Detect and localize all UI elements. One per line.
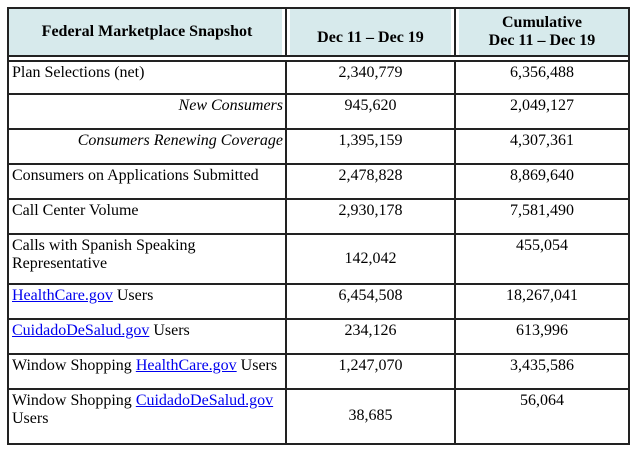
cumulative-value-cell: 56,064 [456,390,630,445]
label-text: Users [12,410,49,428]
row-label-cell: New Consumers [7,95,287,130]
period-value-cell: 234,126 [287,320,456,355]
link-cuidadodesalud-gov[interactable]: CuidadoDeSalud.gov [135,392,274,409]
period-value-cell: 1,247,070 [287,355,456,390]
header-cell-title: Federal Marketplace Snapshot [7,7,287,57]
table-row-consumers-renewing-coverage: Consumers Renewing Coverage 1,395,159 4,30… [7,130,630,165]
period-value-cell: 6,454,508 [287,285,456,320]
period-value-cell: 945,620 [287,95,456,130]
federal-marketplace-snapshot-table: Federal Marketplace Snapshot Dec 11 – De… [7,7,630,445]
cumulative-value-cell: 613,996 [456,320,630,355]
period-value-cell: 38,685 [287,390,456,445]
cumulative-value-cell: 4,307,361 [456,130,630,165]
period-value-cell: 2,340,779 [287,60,456,95]
cumulative-value-cell: 8,869,640 [456,165,630,200]
cumulative-value-cell: 2,049,127 [456,95,630,130]
table-title: Federal Marketplace Snapshot [41,22,253,40]
link-cuidadodesalud-gov[interactable]: CuidadoDeSalud.gov [12,322,150,339]
label-text: Users [149,322,190,339]
table-row-call-center-volume: Call Center Volume 2,930,178 7,581,490 [7,200,630,235]
header-cell-period: Dec 11 – Dec 19 [287,7,456,57]
row-label-cell: Call Center Volume [7,200,287,235]
cumulative-value-cell: 6,356,488 [456,60,630,95]
cumulative-value-cell: 3,435,586 [456,355,630,390]
row-label-cell: Window Shopping CuidadoDeSalud.gov Users [7,390,287,445]
label-text: Consumers Renewing Coverage [77,132,283,149]
row-label-cell: HealthCare.gov Users [7,285,287,320]
header-body-gap [7,57,630,60]
table-row-new-consumers: New Consumers 945,620 2,049,127 [7,95,630,130]
label-text: Plan Selections (net) [12,64,145,81]
row-label-cell: Calls with Spanish Speaking Representati… [7,235,287,285]
period-value-cell: 2,478,828 [287,165,456,200]
cumulative-column-label-line2: Dec 11 – Dec 19 [488,32,596,49]
label-text: Consumers on Applications Submitted [12,167,259,184]
link-healthcare-gov[interactable]: HealthCare.gov [135,357,237,374]
table-row-window-shopping-healthcare-gov-users: Window Shopping HealthCare.gov Users 1,24… [7,355,630,390]
table-row-calls-with-spanish-speaking-representative: Calls with Spanish Speaking Representati… [7,235,630,285]
table-row-healthcare-gov-users: HealthCare.gov Users 6,454,508 18,267,041 [7,285,630,320]
cumulative-value-cell: 455,054 [456,235,630,285]
label-text: Window Shopping [12,392,136,409]
period-column-label: Dec 11 – Dec 19 [317,28,424,46]
header-cell-cumulative: Cumulative Dec 11 – Dec 19 [456,7,630,57]
cumulative-value-cell: 7,581,490 [456,200,630,235]
row-label-cell: Consumers on Applications Submitted [7,165,287,200]
table-row-plan-selections-net: Plan Selections (net) 2,340,779 6,356,488 [7,60,630,95]
label-text: New Consumers [178,97,283,114]
period-value-cell: 2,930,178 [287,200,456,235]
label-text: Calls with Spanish Speaking Representati… [12,237,196,273]
period-value-cell: 1,395,159 [287,130,456,165]
period-value-cell: 142,042 [287,235,456,285]
table-row-window-shopping-cuidadodesalud-gov-users: Window Shopping CuidadoDeSalud.gov Users… [7,390,630,445]
header-row: Federal Marketplace Snapshot Dec 11 – De… [7,7,630,57]
label-text: Users [112,287,154,304]
label-text: Call Center Volume [12,202,139,219]
cumulative-value-cell: 18,267,041 [456,285,630,320]
cumulative-column-label-line1: Cumulative [502,13,582,31]
row-label-cell: Window Shopping HealthCare.gov Users [7,355,287,390]
row-label-cell: Plan Selections (net) [7,60,287,95]
label-text: Window Shopping [12,357,136,374]
label-text: Users [236,357,278,374]
table-row-consumers-on-applications-submitted: Consumers on Applications Submitted 2,478… [7,165,630,200]
link-healthcare-gov[interactable]: HealthCare.gov [12,287,113,304]
table-row-cuidadodesalud-gov-users: CuidadoDeSalud.gov Users 234,126 613,996 [7,320,630,355]
row-label-cell: Consumers Renewing Coverage [7,130,287,165]
row-label-cell: CuidadoDeSalud.gov Users [7,320,287,355]
